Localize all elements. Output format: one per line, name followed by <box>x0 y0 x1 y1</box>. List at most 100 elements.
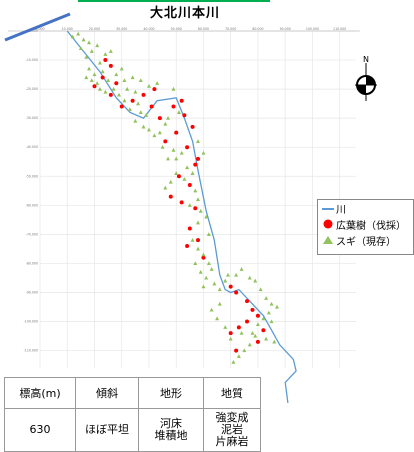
cedar-point <box>228 336 233 341</box>
broadleaf-point <box>168 194 173 199</box>
cell-slope: ほぼ平坦 <box>75 408 139 452</box>
cedar-point <box>122 78 127 82</box>
title-underline <box>78 0 270 2</box>
cedar-point <box>89 49 94 53</box>
cedar-point <box>125 86 130 91</box>
cedar-point <box>106 78 111 82</box>
cedar-point <box>144 113 149 117</box>
broadleaf-point <box>174 130 179 135</box>
x-tick-label: 20.000 <box>89 27 100 31</box>
legend-line-swatch <box>322 203 334 219</box>
broadleaf-point <box>108 92 113 97</box>
site-info-table: 標高(m) 傾斜 地形 地質 630 ほぼ平坦 河床 堆積地 強変成 泥岩 片麻… <box>4 377 261 452</box>
river-line <box>66 30 297 403</box>
y-tick-label: -60.000 <box>26 203 38 207</box>
cedar-point <box>264 336 269 341</box>
header-elevation: 標高(m) <box>4 377 76 409</box>
cedar-point <box>198 208 203 213</box>
cedar-point <box>201 252 206 257</box>
cedar-point <box>239 267 244 271</box>
broadleaf-point <box>201 255 206 260</box>
broadleaf-point <box>92 84 97 89</box>
cedar-point <box>209 307 214 312</box>
cedar-point <box>95 81 100 85</box>
cedar-point <box>206 232 211 236</box>
legend-label-cedar: スギ（現存） <box>336 237 396 248</box>
cell-terrain-line1: 河床 <box>160 417 182 430</box>
broadleaf-point <box>250 307 255 312</box>
cedar-point <box>114 72 119 77</box>
cedar-point <box>97 60 102 65</box>
x-tick-label: 10.000 <box>62 27 73 31</box>
north-compass: N <box>352 53 380 103</box>
cedar-point <box>190 237 195 242</box>
cedar-point <box>179 150 184 155</box>
x-tick-label: 0.000 <box>35 27 44 31</box>
cedar-point <box>182 176 187 181</box>
cedar-point <box>87 66 92 71</box>
broadleaf-point <box>255 339 260 344</box>
broadleaf-point <box>234 348 239 353</box>
cedar-point <box>212 281 217 286</box>
cedar-point <box>250 330 255 335</box>
cedar-point <box>261 316 266 321</box>
cedar-point <box>201 284 206 289</box>
x-tick-label: 40.000 <box>143 27 154 31</box>
y-tick-label: -80.000 <box>26 261 38 265</box>
river-mouth-line <box>4 12 71 42</box>
cedar-point <box>136 101 141 106</box>
legend-triangle-swatch <box>322 235 334 251</box>
broadleaf-point <box>179 200 184 205</box>
cell-elevation: 630 <box>4 408 76 452</box>
cedar-point <box>174 171 179 175</box>
cedar-point <box>163 185 168 190</box>
cedar-point <box>206 261 211 266</box>
broadleaf-point <box>193 206 198 211</box>
broadleaf-point <box>182 113 187 118</box>
cedar-point <box>78 46 83 51</box>
cedar-point <box>160 145 165 149</box>
compass-n-label: N <box>363 55 369 64</box>
broadleaf-point <box>141 92 146 97</box>
cell-geology-line3: 片麻岩 <box>215 435 249 448</box>
x-tick-label: 90.000 <box>280 27 291 31</box>
cedar-point <box>168 179 173 184</box>
legend-item-river: 川 <box>322 203 410 219</box>
cedar-point <box>70 34 75 39</box>
cedar-point <box>198 269 203 274</box>
cedar-point <box>95 43 100 48</box>
cedar-point <box>119 66 124 71</box>
broadleaf-point <box>196 156 200 161</box>
header-terrain: 地形 <box>138 377 204 409</box>
y-tick-label: -20.000 <box>26 87 38 91</box>
cedar-point <box>176 110 181 114</box>
cedar-point <box>247 342 252 347</box>
cedar-point <box>193 188 198 193</box>
y-tick-label: -110.000 <box>24 349 38 353</box>
broadleaf-point <box>114 81 119 86</box>
y-tick-label: -30.000 <box>26 116 38 120</box>
broadleaf-point <box>176 174 181 179</box>
broadleaf-point <box>119 104 124 109</box>
y-tick-label: -10.000 <box>26 58 38 62</box>
broadleaf-point <box>171 104 176 109</box>
legend: 川 広葉樹（伐採） スギ（現存） <box>317 199 414 255</box>
cedar-point <box>204 275 209 280</box>
cedar-point <box>133 89 138 94</box>
broadleaf-point <box>152 87 157 92</box>
broadleaf-point <box>245 299 250 304</box>
cedar-point <box>190 171 195 175</box>
broadleaf-point <box>228 331 233 336</box>
cedar-point <box>269 301 274 306</box>
cedar-point <box>146 127 151 132</box>
cedar-point <box>209 267 214 271</box>
broadleaf-point <box>187 226 192 231</box>
cedar-point <box>155 81 160 85</box>
cedar-point <box>166 115 171 120</box>
broadleaf-point <box>255 313 260 318</box>
cedar-point <box>138 110 143 114</box>
broadleaf-point <box>190 124 195 129</box>
cedar-point <box>196 220 200 225</box>
broadleaf-point <box>157 116 162 121</box>
cedar-point <box>127 107 132 112</box>
